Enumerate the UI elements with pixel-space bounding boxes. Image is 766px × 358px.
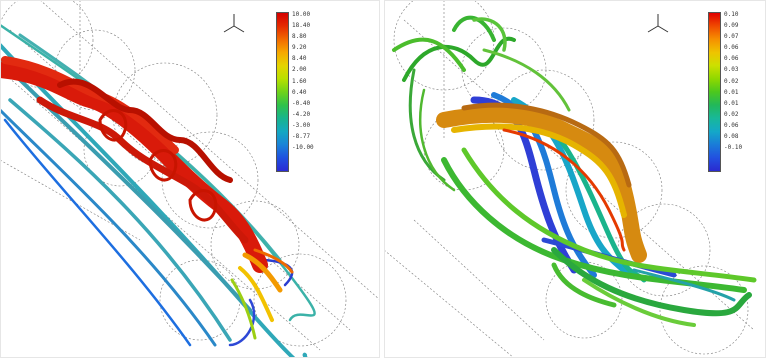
right-streamline-render — [384, 0, 757, 358]
left-streamline-panel: 10.00 18.40 8.80 9.20 8.40 2.00 1.60 0.40 -0.40 -… — [0, 0, 380, 358]
colorbar-tick-label: 0.03 — [724, 66, 739, 74]
right-mid-sheet — [436, 102, 647, 263]
colorbar-tick-label: -3.00 — [292, 121, 311, 129]
colorbar-tick-label: 0.01 — [724, 88, 739, 96]
colorbar-tick-label: 8.40 — [292, 55, 307, 63]
colorbar-tick-label: -8.77 — [292, 133, 311, 141]
colorbar-tick-label: 0.06 — [724, 44, 739, 52]
axis-triad-icon — [223, 14, 245, 33]
left-colorbar-ticks: 10.00 18.40 8.80 9.20 8.40 2.00 1.60 0.40 -0.40 -… — [292, 9, 322, 175]
colorbar-tick-label: 2.00 — [292, 66, 307, 74]
right-colorbar-gradient — [708, 12, 721, 172]
right-upper-streamlines — [392, 15, 571, 192]
colorbar-tick-label: 18.40 — [292, 22, 311, 30]
axis-triad-icon — [647, 14, 669, 33]
colorbar-tick-label: 0.10 — [724, 11, 739, 18]
colorbar-tick-label: 0.40 — [292, 88, 307, 96]
colorbar-tick-label: 0.02 — [724, 110, 739, 118]
colorbar-tick-label: 0.06 — [724, 121, 739, 129]
colorbar-tick-label: 0.01 — [724, 99, 739, 107]
right-colorbar-ticks: 0.10 0.09 0.07 0.06 0.06 0.03 0.02 0.01 0.01 0.02… — [724, 9, 754, 175]
colorbar-tick-label: -10.00 — [292, 144, 314, 152]
right-streamline-panel: 0.10 0.09 0.07 0.06 0.06 0.03 0.02 0.01 0.01 0.02… — [384, 0, 766, 358]
left-streamline-render — [0, 0, 380, 358]
colorbar-tick-label: 8.80 — [292, 33, 307, 41]
left-colorbar-gradient — [276, 12, 289, 172]
colorbar-tick-label: 0.08 — [724, 133, 739, 141]
colorbar-tick-label: 0.07 — [724, 33, 739, 41]
colorbar-tick-label: -0.10 — [724, 144, 743, 152]
left-colorbar: 10.00 18.40 8.80 9.20 8.40 2.00 1.60 0.40 -0.40 -… — [276, 9, 322, 182]
colorbar-tick-label: 0.09 — [724, 22, 739, 30]
right-lower-streamlines — [441, 147, 757, 327]
left-core-vortex — [0, 56, 294, 340]
right-colorbar: 0.10 0.09 0.07 0.06 0.06 0.03 0.02 0.01 0.01 0.02… — [708, 9, 754, 182]
colorbar-tick-label: -0.40 — [292, 99, 311, 107]
colorbar-tick-label: 10.00 — [292, 11, 311, 18]
colorbar-tick-label: 9.20 — [292, 44, 307, 52]
colorbar-tick-label: 0.06 — [724, 55, 739, 63]
colorbar-tick-label: 1.60 — [292, 77, 307, 85]
colorbar-tick-label: -4.20 — [292, 110, 311, 118]
colorbar-tick-label: 0.02 — [724, 77, 739, 85]
